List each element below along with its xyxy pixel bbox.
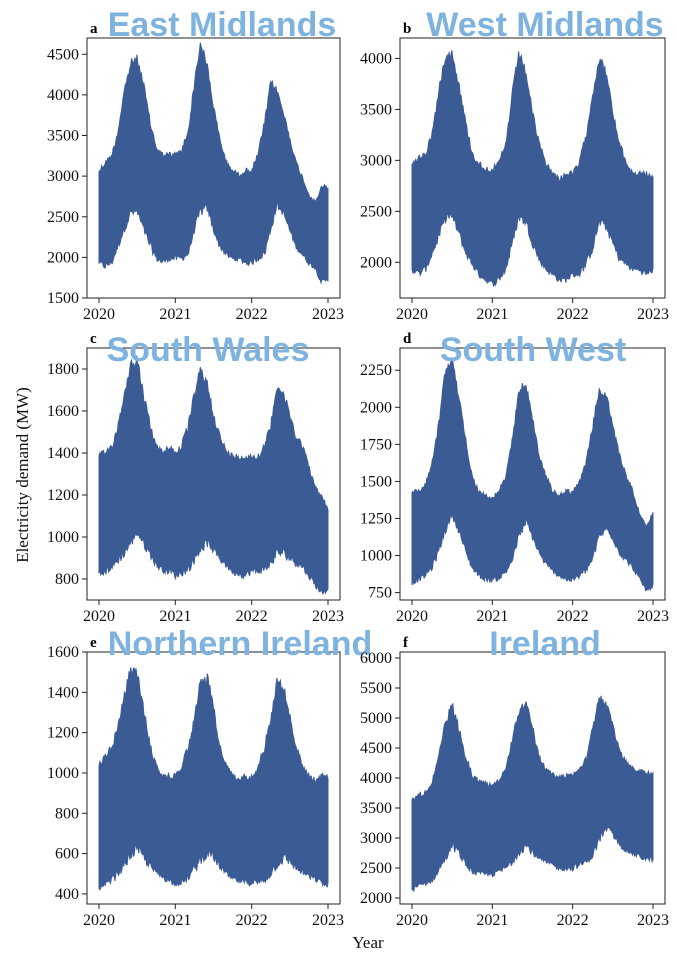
x-tick-label: 2023	[312, 306, 344, 323]
y-tick-label: 800	[55, 571, 79, 588]
x-tick-label: 2021	[159, 306, 191, 323]
y-tick-label: 2000	[360, 399, 392, 416]
y-tick-label: 4000	[360, 770, 392, 787]
y-tick-label: 1500	[360, 473, 392, 490]
panel-title: South West	[440, 331, 626, 369]
panel-letter: e	[90, 635, 97, 651]
x-tick-label: 2021	[476, 912, 508, 929]
x-tick-label: 2022	[557, 608, 589, 625]
x-tick-label: 2020	[396, 912, 428, 929]
series-area	[411, 695, 654, 893]
panel-title: Ireland	[489, 625, 600, 663]
y-tick-label: 2500	[360, 203, 392, 220]
y-tick-label: 1750	[360, 436, 392, 453]
y-tick-label: 1800	[47, 361, 79, 378]
panel-letter: a	[90, 21, 98, 37]
y-tick-label: 3000	[360, 152, 392, 169]
y-tick-label: 1250	[360, 510, 392, 527]
y-tick-label: 1600	[47, 644, 79, 661]
y-tick-label: 1400	[47, 684, 79, 701]
y-tick-label: 4000	[360, 50, 392, 67]
y-tick-label: 5500	[360, 680, 392, 697]
y-tick-label: 4500	[47, 46, 79, 63]
series-area	[98, 667, 329, 891]
y-tick-label: 800	[55, 805, 79, 822]
x-tick-label: 2023	[312, 608, 344, 625]
panel-letter: f	[403, 635, 409, 651]
x-tick-label: 2021	[159, 608, 191, 625]
x-tick-label: 2021	[159, 912, 191, 929]
x-tick-label: 2021	[476, 306, 508, 323]
series-area	[98, 355, 329, 595]
y-tick-label: 1500	[47, 290, 79, 307]
panel-f: 2000 2500 3000 3500 4000 4500 5000 5500 6000 2020…	[360, 625, 669, 929]
x-tick-label: 2023	[637, 608, 669, 625]
panel-title: East Midlands	[108, 6, 337, 44]
panel-letter: c	[90, 331, 97, 347]
y-tick-label: 600	[55, 846, 79, 863]
y-tick-label: 3500	[360, 101, 392, 118]
plot-frame	[86, 651, 341, 905]
y-tick-label: 1400	[47, 445, 79, 462]
y-tick-label: 400	[55, 886, 79, 903]
x-tick-label: 2022	[557, 912, 589, 929]
y-tick-label: 2500	[47, 209, 79, 226]
plot-frame	[399, 37, 666, 299]
y-tick-label: 1200	[47, 487, 79, 504]
y-tick-label: 1000	[47, 529, 79, 546]
y-tick-label: 2000	[360, 890, 392, 907]
panel-a: 1500 2000 2500 3000 3500 4000 4500 2020 2021 2022…	[47, 6, 344, 323]
series-area	[411, 357, 654, 592]
plot-frame	[86, 37, 341, 299]
series-area	[98, 42, 329, 285]
panel-e: 400 600 800 1000 1200 1400 1600 2020 2021 2022 202…	[47, 625, 372, 929]
y-tick-label: 3000	[360, 830, 392, 847]
x-tick-label: 2022	[557, 306, 589, 323]
x-axis-label: Year	[352, 933, 384, 952]
x-tick-label: 2022	[236, 306, 268, 323]
y-tick-label: 2250	[360, 362, 392, 379]
panel-title: West Midlands	[426, 6, 663, 44]
y-tick-label: 2000	[47, 249, 79, 266]
series-area	[411, 50, 654, 287]
y-tick-label: 750	[368, 585, 392, 602]
x-tick-label: 2022	[236, 912, 268, 929]
y-tick-label: 6000	[360, 650, 392, 667]
x-tick-label: 2021	[476, 608, 508, 625]
y-tick-label: 3000	[47, 168, 79, 185]
panel-title: Northern Ireland	[108, 625, 372, 663]
x-tick-label: 2022	[236, 608, 268, 625]
y-tick-label: 4000	[47, 87, 79, 104]
y-tick-label: 1000	[47, 765, 79, 782]
y-tick-label: 1600	[47, 403, 79, 420]
y-tick-label: 2500	[360, 860, 392, 877]
x-tick-label: 2020	[396, 608, 428, 625]
panel-c: 800 1000 1200 1400 1600 1800 2020 2021 2022 2023 c…	[47, 331, 344, 625]
plot-frame	[399, 347, 666, 601]
panel-b: 2000 2500 3000 3500 4000 2020 2021 2022 2023 b Wes…	[360, 6, 669, 323]
panel-d: 750 1000 1250 1500 1750 2000 2250 2020 2021 2022 2…	[360, 331, 669, 625]
x-tick-label: 2020	[83, 912, 115, 929]
x-tick-label: 2020	[83, 306, 115, 323]
panel-grid: 1500 2000 2500 3000 3500 4000 4500 2020 2021 2022…	[47, 6, 669, 929]
y-tick-label: 5000	[360, 710, 392, 727]
x-tick-label: 2023	[312, 912, 344, 929]
x-tick-label: 2020	[396, 306, 428, 323]
panel-letter: d	[403, 331, 412, 347]
panel-title: South Wales	[107, 331, 310, 369]
x-tick-label: 2023	[637, 306, 669, 323]
y-tick-label: 3500	[47, 128, 79, 145]
y-tick-label: 3500	[360, 800, 392, 817]
y-tick-label: 4500	[360, 740, 392, 757]
panel-letter: b	[403, 21, 411, 37]
x-tick-label: 2020	[83, 608, 115, 625]
y-tick-label: 1200	[47, 725, 79, 742]
y-tick-label: 2000	[360, 254, 392, 271]
y-axis-label: Electricity demand (MW)	[13, 387, 32, 563]
plot-frame	[86, 347, 341, 601]
y-tick-label: 1000	[360, 548, 392, 565]
x-tick-label: 2023	[637, 912, 669, 929]
